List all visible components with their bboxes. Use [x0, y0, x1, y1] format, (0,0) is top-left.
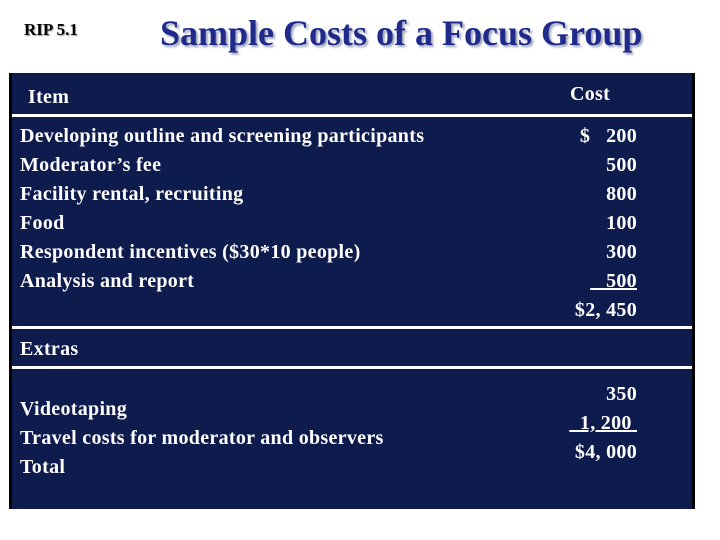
extras-cost-list: 350 1, 200 $4, 000 — [569, 380, 637, 467]
extras-divider — [12, 366, 692, 369]
item-cost: 100 — [606, 212, 637, 234]
extra-cost: 1, 200 — [569, 412, 637, 434]
item-cost: 300 — [606, 241, 637, 263]
cost-table-panel: Item Cost Developing outline and screeni… — [9, 73, 695, 509]
item-label: Food — [20, 212, 65, 234]
item-label: Facility rental, recruiting — [20, 183, 244, 205]
extra-label: Travel costs for moderator and observers — [20, 427, 384, 449]
item-cost: 500 — [606, 154, 637, 176]
cost-column-header: Cost — [570, 83, 611, 105]
total-cost: $4, 000 — [574, 441, 637, 463]
extras-heading: Extras — [20, 338, 79, 360]
header-divider — [12, 114, 692, 117]
subtotal-divider — [12, 326, 692, 329]
item-cost: 500 — [590, 270, 637, 292]
item-label: Analysis and report — [20, 270, 195, 292]
item-label: Developing outline and screening partici… — [20, 125, 425, 147]
item-label: Moderator’s fee — [20, 154, 162, 176]
extra-label: Videotaping — [20, 398, 128, 420]
cost-list: $ 200 500 800 100 300 500 $2, 450 — [575, 122, 637, 325]
item-label: Respondent incentives ($30*10 people) — [20, 241, 361, 263]
item-list: Developing outline and screening partici… — [20, 122, 424, 296]
extra-cost: 350 — [606, 383, 637, 405]
slide-label: RIP 5.1 — [24, 20, 78, 39]
subtotal-cost: $2, 450 — [574, 299, 637, 321]
extras-list: Videotaping Travel costs for moderator a… — [20, 395, 384, 482]
extra-label: Total — [20, 456, 66, 478]
item-cost: $ 200 — [579, 125, 637, 147]
slide-title: Sample Costs of a Focus Group — [160, 13, 643, 53]
item-column-header: Item — [28, 86, 70, 108]
item-cost: 800 — [606, 183, 637, 205]
